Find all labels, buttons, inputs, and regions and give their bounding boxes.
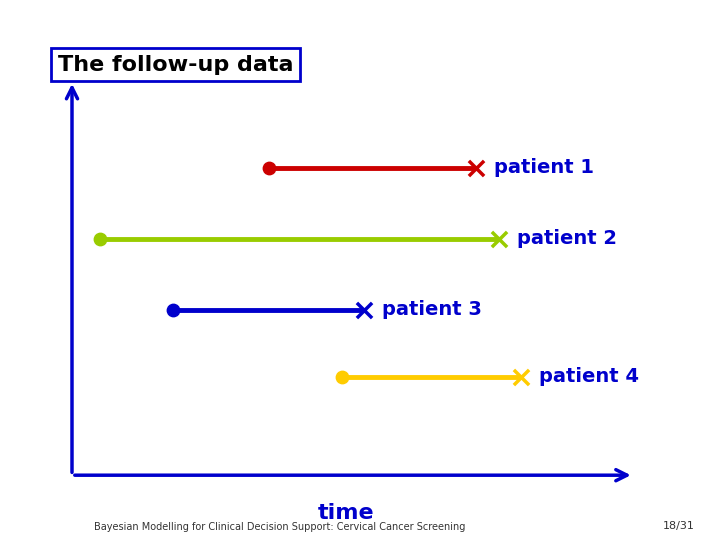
Point [167,305,179,314]
Text: time: time [318,503,374,523]
Text: Bayesian Modelling for Clinical Decision Support: Cervical Cancer Screening: Bayesian Modelling for Clinical Decision… [94,522,465,531]
Point [94,234,106,243]
Point [471,164,482,172]
Point [263,164,274,172]
Text: The follow-up data: The follow-up data [58,55,293,75]
Text: patient 4: patient 4 [539,367,639,386]
Point [359,305,370,314]
Point [336,373,347,381]
Text: patient 1: patient 1 [495,158,594,177]
Point [493,234,505,243]
Point [516,373,527,381]
Text: 18/31: 18/31 [662,522,694,531]
Text: patient 3: patient 3 [382,300,482,319]
Text: patient 2: patient 2 [517,229,617,248]
